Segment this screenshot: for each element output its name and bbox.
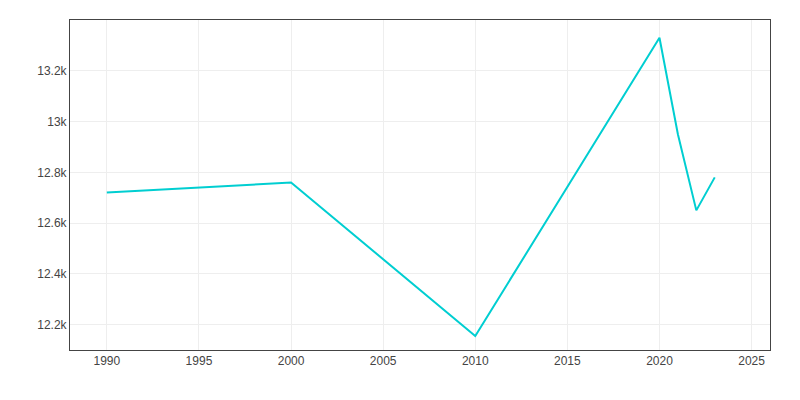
svg-text:2025: 2025 [738,354,765,368]
svg-text:13k: 13k [47,115,67,129]
svg-text:1995: 1995 [186,354,213,368]
svg-text:2020: 2020 [646,354,673,368]
svg-text:2010: 2010 [462,354,489,368]
svg-text:2005: 2005 [370,354,397,368]
svg-text:2000: 2000 [278,354,305,368]
svg-text:12.4k: 12.4k [37,267,67,281]
svg-text:1990: 1990 [93,354,120,368]
svg-text:12.6k: 12.6k [37,216,67,230]
svg-text:2015: 2015 [554,354,581,368]
svg-text:12.2k: 12.2k [37,318,67,332]
svg-text:12.8k: 12.8k [37,166,67,180]
svg-text:13.2k: 13.2k [37,64,67,78]
